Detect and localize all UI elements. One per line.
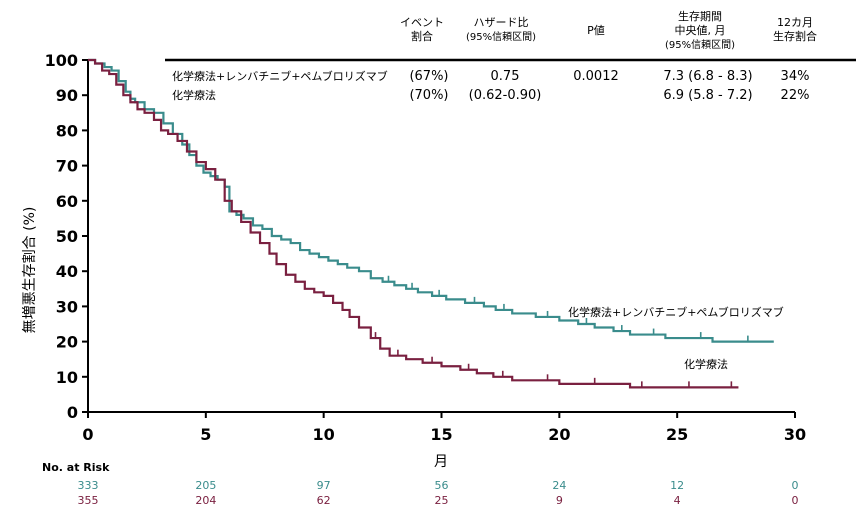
table-header-p: P値 [587, 24, 605, 37]
x-tick-label: 20 [548, 425, 570, 444]
risk-count: 204 [195, 494, 216, 507]
row1-p-value: 0.0012 [573, 69, 619, 84]
table-header-median-line1: 生存期間 [678, 9, 722, 23]
y-tick-label: 90 [56, 86, 78, 105]
row1-median: 7.3 (6.8 - 8.3) [663, 69, 752, 84]
risk-count: 0 [792, 494, 799, 507]
curve-label-combo: 化学療法+レンバチニブ+ペムブロリズマブ [568, 305, 784, 319]
x-tick-label: 15 [430, 425, 452, 444]
risk-count: 25 [435, 494, 449, 507]
risk-count: 24 [552, 479, 566, 492]
y-tick-label: 50 [56, 227, 78, 246]
y-tick-label: 80 [56, 121, 78, 140]
table-header-median-line3: (95%信頼区間) [665, 39, 735, 51]
y-tick-label: 40 [56, 262, 78, 281]
risk-table-title: No. at Risk [42, 461, 110, 474]
table-header-rate12-line1: 12カ月 [777, 16, 813, 29]
risk-count: 355 [78, 494, 99, 507]
stats-table: イベント割合 ハザード比 (95%信頼区間) P値 生存期間中央値, 月 (95%信… [172, 9, 817, 103]
x-axis-label: 月 [434, 454, 448, 470]
table-header-hr: ハザード比 (95%信頼区間) [466, 16, 536, 43]
y-axis-label: 無増悪生存割合 (%) [21, 207, 38, 334]
y-tick-label: 20 [56, 333, 78, 352]
row2-name: 化学療法 [172, 88, 216, 102]
y-tick-label: 30 [56, 297, 78, 316]
row2-event-rate: (70%) [409, 88, 448, 103]
table-header-event: イベント割合 [400, 16, 444, 43]
risk-count: 62 [317, 494, 331, 507]
y-tick-label: 100 [45, 51, 78, 70]
y-tick-label: 70 [56, 157, 78, 176]
risk-count: 0 [792, 479, 799, 492]
x-tick-label: 25 [666, 425, 688, 444]
curve-label-chemo: 化学療法 [684, 357, 728, 371]
table-header-rate12-line2: 生存割合 [773, 29, 817, 43]
risk-count: 4 [674, 494, 681, 507]
x-tick-label: 10 [313, 425, 335, 444]
risk-count: 97 [317, 479, 331, 492]
row1-event-rate: (67%) [409, 69, 448, 84]
table-header-hr-line1: ハザード比 [474, 16, 529, 29]
row2-median: 6.9 (5.8 - 7.2) [663, 88, 752, 103]
series-line-combo [88, 58, 774, 343]
y-tick-label: 0 [67, 403, 78, 422]
table-header-event-line1: イベント [400, 16, 444, 29]
table-header-hr-line2: (95%信頼区間) [466, 31, 536, 43]
series-layer [88, 58, 774, 389]
y-tick-label: 10 [56, 368, 78, 387]
risk-count: 333 [78, 479, 99, 492]
row1-rate12: 34% [781, 69, 810, 84]
table-header-median: 生存期間中央値, 月 (95%信頼区間) [665, 9, 735, 51]
table-header-event-line2: 割合 [411, 29, 433, 43]
x-tick-label: 5 [200, 425, 211, 444]
table-header-rate12: 12カ月生存割合 [773, 16, 817, 43]
y-tick-label: 60 [56, 192, 78, 211]
x-tick-label: 0 [82, 425, 93, 444]
row1-hr: 0.75 [491, 69, 520, 84]
risk-table: 333 205 97 56 24 12 0 355 204 62 25 9 4 0 [78, 479, 799, 507]
series-line-chemo [88, 58, 739, 389]
risk-count: 205 [195, 479, 216, 492]
row2-hr-ci: (0.62-0.90) [469, 88, 542, 103]
risk-count: 12 [670, 479, 684, 492]
table-header-median-line2: 中央値, 月 [675, 24, 726, 37]
risk-count: 56 [435, 479, 449, 492]
axis-ticks: 0 10 20 30 40 50 60 70 80 90 100 0 5 10 15 20 25 30 [45, 51, 807, 444]
x-tick-label: 30 [784, 425, 806, 444]
row1-name: 化学療法+レンバチニブ+ペムブロリズマブ [172, 69, 388, 83]
risk-count: 9 [556, 494, 563, 507]
row2-rate12: 22% [781, 88, 810, 103]
